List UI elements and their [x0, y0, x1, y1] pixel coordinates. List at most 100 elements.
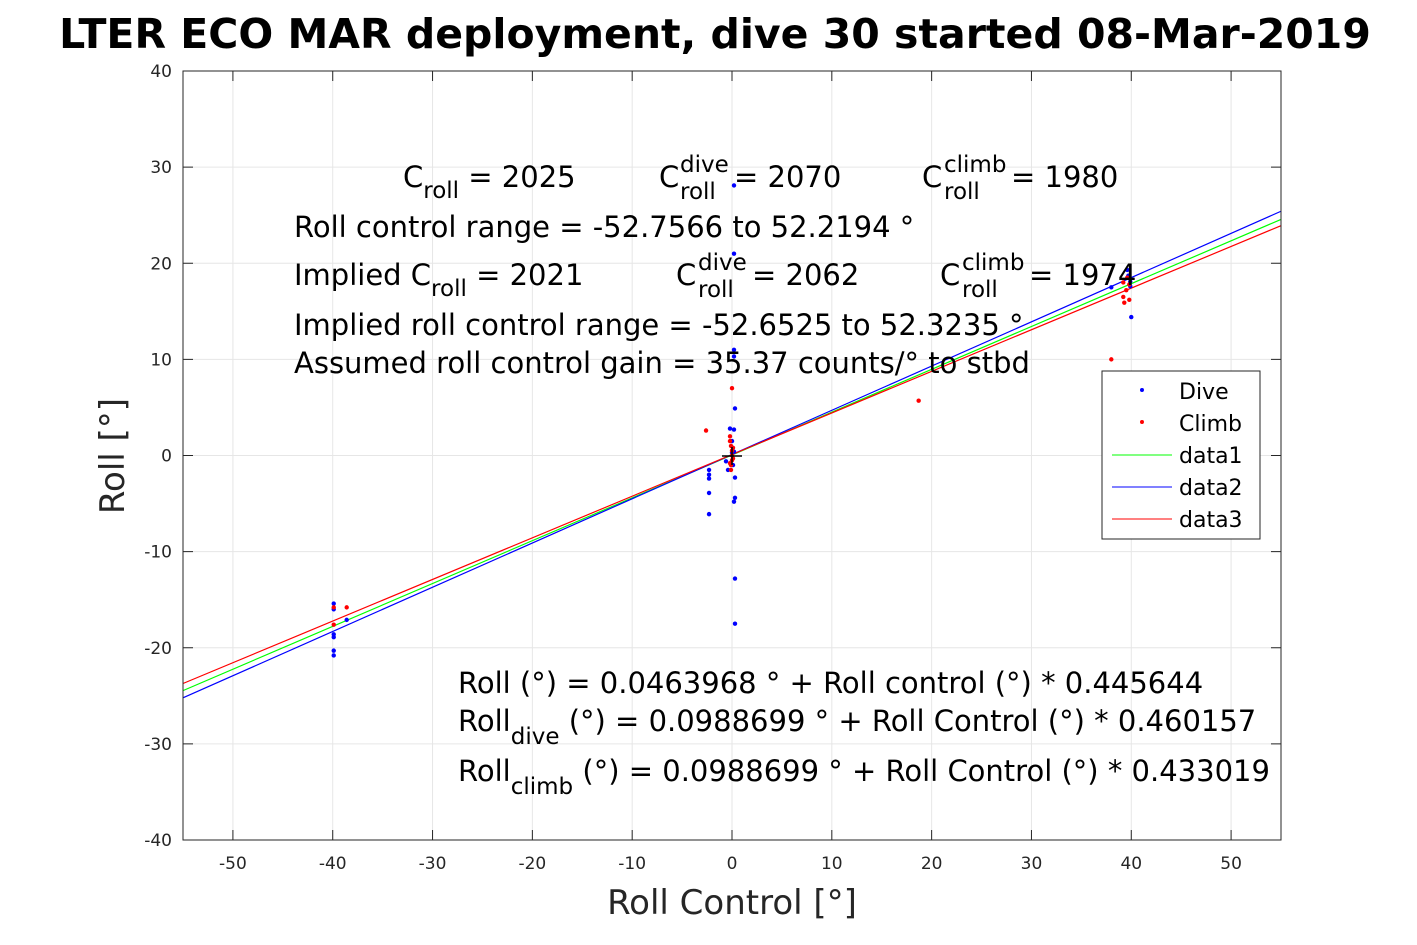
origin-cross-marker	[722, 447, 742, 465]
legend: Dive Climb data1 data2 data3	[1101, 370, 1261, 540]
point-dive	[731, 427, 737, 432]
point-climb	[1121, 280, 1126, 285]
point-climb	[1124, 287, 1129, 293]
y-tick-label: 10	[150, 350, 172, 370]
point-dive	[706, 476, 712, 481]
annotation-implied-croll: Implied Croll = 2021	[294, 258, 583, 302]
annotation-cdive-sub: roll	[680, 179, 716, 205]
legend-marker-dive	[1140, 388, 1144, 392]
x-tick-label: 20	[921, 854, 943, 874]
point-climb	[1121, 294, 1126, 300]
annotation-implied-cclimb-main: C	[940, 258, 960, 292]
annotation-cdive: C dive roll = 2070	[659, 152, 841, 205]
annotation-cclimb-sub: roll	[944, 179, 980, 205]
point-climb	[916, 398, 921, 403]
x-tick-label: 50	[1220, 854, 1242, 874]
point-dive	[731, 183, 737, 188]
legend-label-data2: data2	[1179, 476, 1243, 501]
y-tick-label: 20	[150, 254, 172, 274]
point-climb	[1122, 300, 1127, 305]
point-dive	[706, 467, 712, 473]
point-climb	[1125, 275, 1130, 280]
point-dive	[1125, 267, 1130, 273]
annotation-implied-cclimb-sub: roll	[962, 277, 998, 303]
x-tick-label: -10	[618, 854, 646, 874]
point-dive	[331, 634, 336, 640]
point-dive	[731, 354, 737, 359]
point-dive	[731, 499, 737, 504]
annotation-implied-cdive-sup: dive	[698, 250, 747, 276]
annotation-implied-cdive-main: C	[676, 258, 696, 292]
annotation-implied-cclimb-value: = 1974	[1029, 258, 1136, 292]
point-dive	[706, 490, 712, 496]
point-dive	[732, 576, 738, 581]
annotation-cclimb-main: C	[922, 160, 942, 194]
annotation-implied-range: Implied roll control range = -52.6525 to…	[294, 308, 1024, 342]
point-dive	[732, 495, 738, 500]
annotation-implied-cdive-sub: roll	[698, 277, 734, 303]
legend-label-data3: data3	[1179, 508, 1243, 533]
x-tick-label: 30	[1021, 854, 1043, 874]
point-dive	[344, 617, 349, 623]
annotation-cdive-value: = 2070	[734, 160, 841, 194]
data-points	[331, 183, 1134, 658]
point-climb	[1127, 297, 1132, 302]
point-dive	[1109, 285, 1114, 290]
annotation-fit-climb: Rollclimb (°) = 0.0988699 ° + Roll Contr…	[458, 754, 1270, 800]
point-climb	[331, 605, 336, 610]
point-dive	[331, 601, 336, 606]
x-tick-label: 10	[821, 854, 843, 874]
legend-marker-climb	[1140, 420, 1144, 424]
point-dive	[723, 459, 729, 464]
annotation-cclimb-value: = 1980	[1011, 160, 1118, 194]
annotation-fit-dive: Rolldive (°) = 0.0988699 ° + Roll Contro…	[458, 704, 1256, 750]
annotation-implied-cclimb-sup: climb	[962, 250, 1024, 276]
y-tick-label: 30	[150, 158, 172, 178]
point-climb	[727, 434, 733, 439]
x-tick-label: -40	[319, 854, 347, 874]
point-dive	[706, 511, 712, 517]
point-dive	[331, 648, 336, 653]
y-axis-label: Roll [°]	[93, 398, 133, 514]
annotation-gain: Assumed roll control gain = 35.37 counts…	[294, 346, 1030, 380]
legend-label-climb: Climb	[1179, 412, 1242, 437]
x-tick-label: -50	[219, 854, 247, 874]
point-climb	[728, 467, 734, 473]
annotation-cclimb: C climb roll = 1980	[922, 152, 1118, 205]
chart-title: LTER ECO MAR deployment, dive 30 started…	[59, 10, 1371, 58]
point-climb	[727, 460, 733, 466]
y-tick-label: -30	[144, 735, 172, 755]
point-climb	[344, 605, 349, 610]
point-dive	[732, 406, 738, 411]
point-climb	[703, 428, 709, 433]
x-tick-label: 40	[1120, 854, 1142, 874]
point-dive	[1129, 314, 1134, 320]
y-tick-label: 0	[161, 447, 172, 467]
axes-box	[182, 70, 1282, 841]
point-climb	[331, 622, 336, 627]
annotation-implied-cdive: C dive roll = 2062	[676, 250, 859, 303]
annotation-croll: Croll = 2025	[403, 160, 576, 204]
point-climb	[727, 438, 733, 444]
point-dive	[731, 251, 737, 256]
annotation-implied-cdive-value: = 2062	[752, 258, 859, 292]
y-tick-label: -10	[144, 543, 172, 563]
annotation-implied-cclimb: C climb roll = 1974	[940, 250, 1136, 303]
annotation-cdive-main: C	[659, 160, 679, 194]
point-dive	[731, 347, 737, 352]
annotation-fit-all: Roll (°) = 0.0463968 ° + Roll control (°…	[458, 666, 1203, 700]
y-tick-label: 40	[150, 62, 172, 82]
x-tick-label: -20	[518, 854, 546, 874]
x-tick-label: 0	[727, 854, 738, 874]
point-dive	[706, 472, 712, 477]
point-climb	[729, 386, 735, 391]
annotation-cclimb-sup: climb	[944, 152, 1006, 178]
point-dive	[331, 653, 336, 658]
point-dive	[727, 426, 733, 431]
point-climb	[1109, 357, 1114, 362]
ticks: -50 -40 -30 -20 -10 0 10 20 30 40 50 -40 -30 -20 -10 0 1…	[144, 62, 1281, 874]
annotation-cdive-sup: dive	[680, 152, 729, 178]
legend-label-dive: Dive	[1179, 380, 1229, 405]
